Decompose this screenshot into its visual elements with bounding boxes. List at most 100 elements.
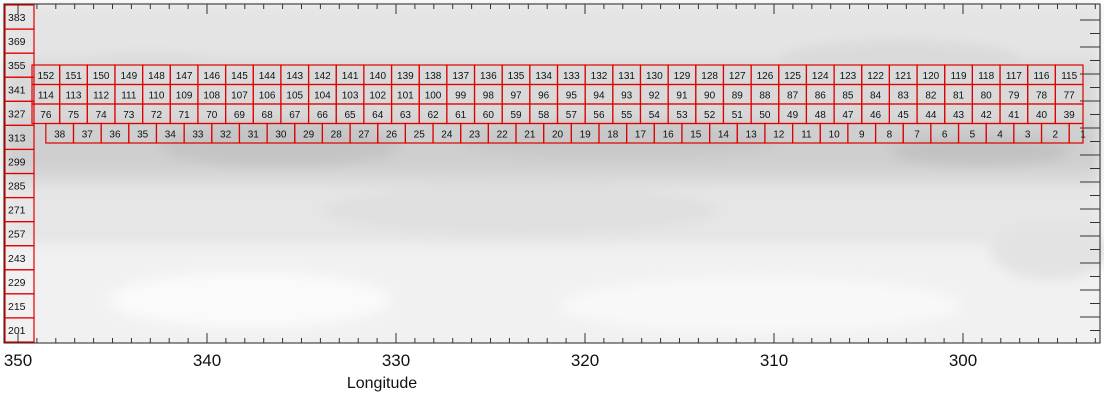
field-number: 9	[859, 129, 865, 140]
field-number: 129	[674, 71, 691, 82]
field-number: 132	[591, 71, 608, 82]
field-number: 131	[618, 71, 635, 82]
field-number: 55	[621, 110, 633, 121]
field-number: 140	[369, 71, 386, 82]
left-field-number: 341	[8, 84, 26, 96]
field-number: 52	[704, 110, 716, 121]
field-number: 42	[981, 110, 993, 121]
field-number: 18	[607, 129, 619, 140]
field-number: 94	[593, 90, 605, 101]
field-number: 39	[1064, 110, 1076, 121]
field-number: 105	[286, 90, 303, 101]
field-number: 33	[192, 129, 204, 140]
field-number: 80	[981, 90, 993, 101]
field-number: 83	[898, 90, 910, 101]
field-number: 11	[801, 129, 812, 140]
field-number: 143	[286, 71, 303, 82]
field-number: 36	[109, 129, 121, 140]
field-number: 99	[455, 90, 467, 101]
left-field-number: 285	[8, 181, 26, 193]
field-number: 108	[203, 90, 220, 101]
field-number: 115	[1061, 71, 1077, 82]
field-number: 98	[483, 90, 495, 101]
left-field-number: 215	[8, 301, 26, 313]
left-field-number: 383	[8, 12, 26, 24]
field-number: 88	[759, 90, 771, 101]
field-number: 111	[121, 90, 137, 101]
field-number: 47	[842, 110, 854, 121]
field-number: 5	[970, 129, 976, 140]
field-number: 19	[580, 129, 592, 140]
field-number: 50	[759, 110, 771, 121]
left-field-number: 229	[8, 277, 26, 289]
field-number: 104	[314, 90, 331, 101]
field-number: 49	[787, 110, 799, 121]
field-number: 57	[566, 110, 578, 121]
field-number: 95	[566, 90, 578, 101]
x-tick-label: 310	[760, 351, 788, 370]
field-number: 72	[151, 110, 163, 121]
field-number: 89	[732, 90, 744, 101]
left-field-number: 271	[8, 205, 26, 217]
field-number: 60	[483, 110, 495, 121]
field-number: 116	[1034, 71, 1050, 82]
field-number: 148	[148, 71, 165, 82]
x-axis: 350 340 330 320 310 300	[4, 4, 1096, 370]
field-number: 32	[220, 129, 232, 140]
field-number: 93	[621, 90, 633, 101]
field-number: 15	[690, 129, 702, 140]
field-number: 40	[1036, 110, 1048, 121]
field-number: 107	[231, 90, 248, 101]
field-number: 141	[342, 71, 359, 82]
field-number: 102	[369, 90, 386, 101]
field-number: 46	[870, 110, 882, 121]
field-number: 142	[314, 71, 331, 82]
left-field-number: 299	[8, 156, 26, 168]
field-number: 103	[342, 90, 359, 101]
field-number: 81	[953, 90, 965, 101]
field-number: 63	[400, 110, 412, 121]
field-number: 69	[234, 110, 246, 121]
field-number: 7	[914, 129, 920, 140]
left-field-number: 257	[8, 229, 26, 241]
field-number: 51	[732, 110, 744, 121]
field-number: 127	[729, 71, 746, 82]
field-number: 24	[441, 129, 453, 140]
field-number: 70	[206, 110, 218, 121]
left-field-column: 383 369 355 341 327 313 299 285 271 257 243 229 215 2…	[4, 4, 35, 343]
field-number: 86	[815, 90, 827, 101]
field-number: 2	[1053, 129, 1059, 140]
field-number: 43	[953, 110, 965, 121]
x-tick-label: 300	[949, 351, 977, 370]
field-number: 92	[649, 90, 661, 101]
field-number: 146	[203, 71, 220, 82]
field-number: 13	[746, 129, 758, 140]
field-number: 71	[179, 110, 191, 121]
field-number: 128	[701, 71, 718, 82]
field-number: 58	[538, 110, 550, 121]
field-number: 147	[176, 71, 193, 82]
background-map	[4, 4, 1104, 343]
field-number: 90	[704, 90, 716, 101]
field-number: 14	[718, 129, 730, 140]
field-number: 23	[469, 129, 481, 140]
field-number: 84	[870, 90, 882, 101]
field-number: 56	[593, 110, 605, 121]
field-number: 110	[148, 90, 164, 101]
field-number: 12	[773, 129, 785, 140]
field-number: 28	[331, 129, 343, 140]
field-number: 4	[997, 129, 1003, 140]
field-number: 21	[524, 129, 536, 140]
field-number: 113	[66, 90, 82, 101]
field-number: 121	[895, 71, 912, 82]
field-number: 53	[676, 110, 688, 121]
field-number: 20	[552, 129, 564, 140]
x-tick-label: 330	[382, 351, 410, 370]
field-number: 75	[68, 110, 80, 121]
field-number: 122	[867, 71, 884, 82]
field-number: 137	[452, 71, 469, 82]
field-number: 74	[96, 110, 108, 121]
field-number: 112	[93, 90, 109, 101]
field-number: 54	[649, 110, 661, 121]
field-number: 79	[1008, 90, 1020, 101]
